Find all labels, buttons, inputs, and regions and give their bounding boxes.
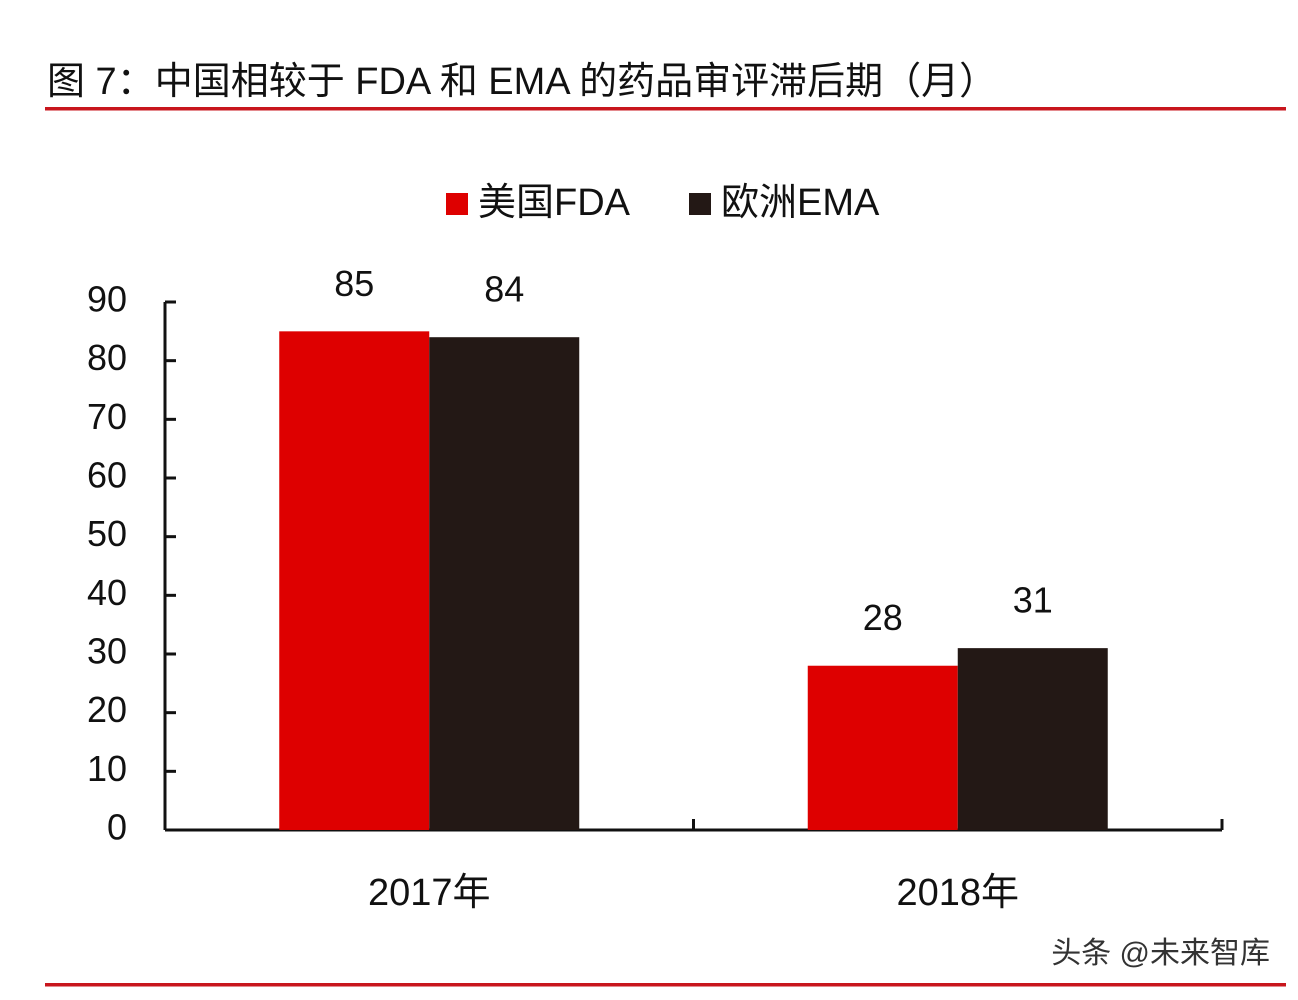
- x-tick-label: 2017年: [368, 872, 491, 914]
- data-label: 85: [334, 263, 374, 304]
- y-tick-label: 70: [87, 396, 127, 437]
- y-tick-label: 80: [87, 337, 127, 378]
- chart-title: 图 7：中国相较于 FDA 和 EMA 的药品审评滞后期（月）: [47, 61, 997, 103]
- footer-rule: [45, 983, 1286, 987]
- data-label: 28: [863, 597, 903, 638]
- y-tick-label: 30: [87, 631, 127, 672]
- bar: [429, 337, 580, 830]
- title-rule: [45, 107, 1286, 111]
- bar: [807, 665, 958, 830]
- y-tick-label: 40: [87, 572, 127, 613]
- y-tick-label: 50: [87, 513, 127, 554]
- watermark: 头条 @未来智库: [1051, 937, 1270, 970]
- legend-label: 美国FDA: [478, 182, 631, 224]
- y-tick-label: 10: [87, 748, 127, 789]
- data-label: 31: [1013, 580, 1053, 621]
- bar: [957, 648, 1108, 830]
- legend-swatch: [689, 193, 711, 215]
- x-tick-label: 2018年: [896, 872, 1019, 914]
- y-tick-label: 20: [87, 689, 127, 730]
- legend-swatch: [446, 193, 468, 215]
- bar: [279, 331, 430, 830]
- data-label: 84: [484, 269, 524, 310]
- legend-label: 欧洲EMA: [721, 182, 880, 224]
- y-tick-label: 0: [107, 807, 127, 848]
- y-tick-label: 90: [87, 279, 127, 320]
- y-tick-label: 60: [87, 455, 127, 496]
